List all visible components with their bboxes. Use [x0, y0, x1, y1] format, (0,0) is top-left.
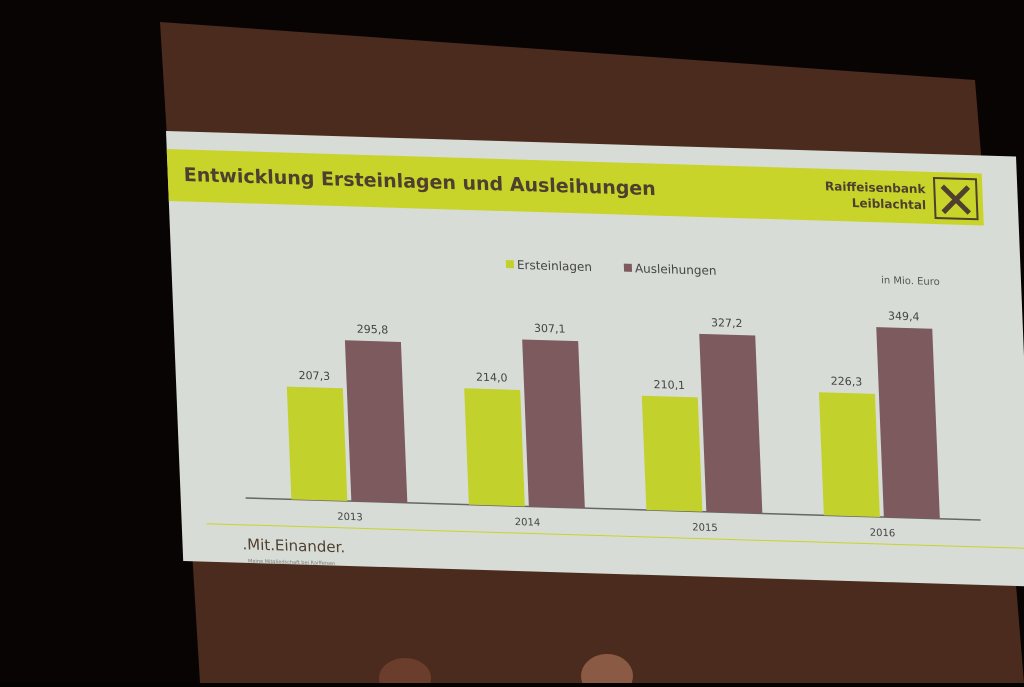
slide: Entwicklung Ersteinlagen und Ausleihunge… [166, 131, 1024, 587]
legend-swatch [623, 263, 633, 272]
value-label: 207,3 [298, 369, 330, 383]
bar [522, 339, 585, 509]
bar [876, 327, 940, 519]
bar [641, 395, 703, 512]
footer-sub: Meine Mitgliedschaft bei Raiffeisen [248, 558, 335, 567]
value-label: 307,1 [534, 322, 566, 336]
legend-label: Ersteinlagen [517, 258, 593, 274]
title-band [166, 149, 984, 226]
x-tick-label: 2013 [337, 512, 363, 524]
bar [699, 333, 763, 514]
bar [464, 388, 525, 507]
x-tick-label: 2014 [515, 517, 541, 529]
footer-line [206, 523, 1024, 550]
value-label: 327,2 [711, 316, 743, 330]
logo-mark [940, 184, 972, 215]
legend-label: Ausleihungen [635, 261, 717, 277]
legend-swatch [505, 260, 515, 269]
bar [286, 386, 348, 502]
bar [344, 340, 408, 503]
value-label: 349,4 [888, 309, 920, 323]
brand: Leiblachtal [852, 196, 927, 212]
bar [818, 392, 880, 517]
x-tick-label: 2015 [692, 522, 718, 534]
head [379, 658, 431, 687]
head [581, 654, 633, 687]
value-label: 214,0 [476, 371, 508, 385]
unit-note: in Mio. Euro [881, 275, 940, 288]
brand: Raiffeisenbank [825, 179, 927, 196]
x-tick-label: 2016 [870, 528, 896, 540]
value-label: 295,8 [356, 323, 388, 337]
footer: .Mit.Einander. [242, 535, 345, 556]
value-label: 226,3 [830, 375, 862, 389]
value-label: 210,1 [653, 378, 685, 392]
